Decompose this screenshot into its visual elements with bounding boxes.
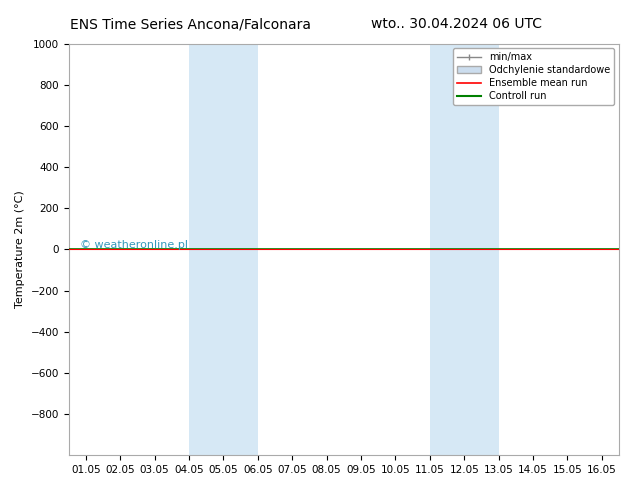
Bar xyxy=(189,44,258,455)
Text: ENS Time Series Ancona/Falconara: ENS Time Series Ancona/Falconara xyxy=(70,17,311,31)
Y-axis label: Temperature 2m (°C): Temperature 2m (°C) xyxy=(15,191,25,308)
Legend: min/max, Odchylenie standardowe, Ensemble mean run, Controll run: min/max, Odchylenie standardowe, Ensembl… xyxy=(453,49,614,105)
Text: © weatheronline.pl: © weatheronline.pl xyxy=(80,240,188,250)
Bar xyxy=(430,44,498,455)
Text: wto.. 30.04.2024 06 UTC: wto.. 30.04.2024 06 UTC xyxy=(371,17,542,31)
